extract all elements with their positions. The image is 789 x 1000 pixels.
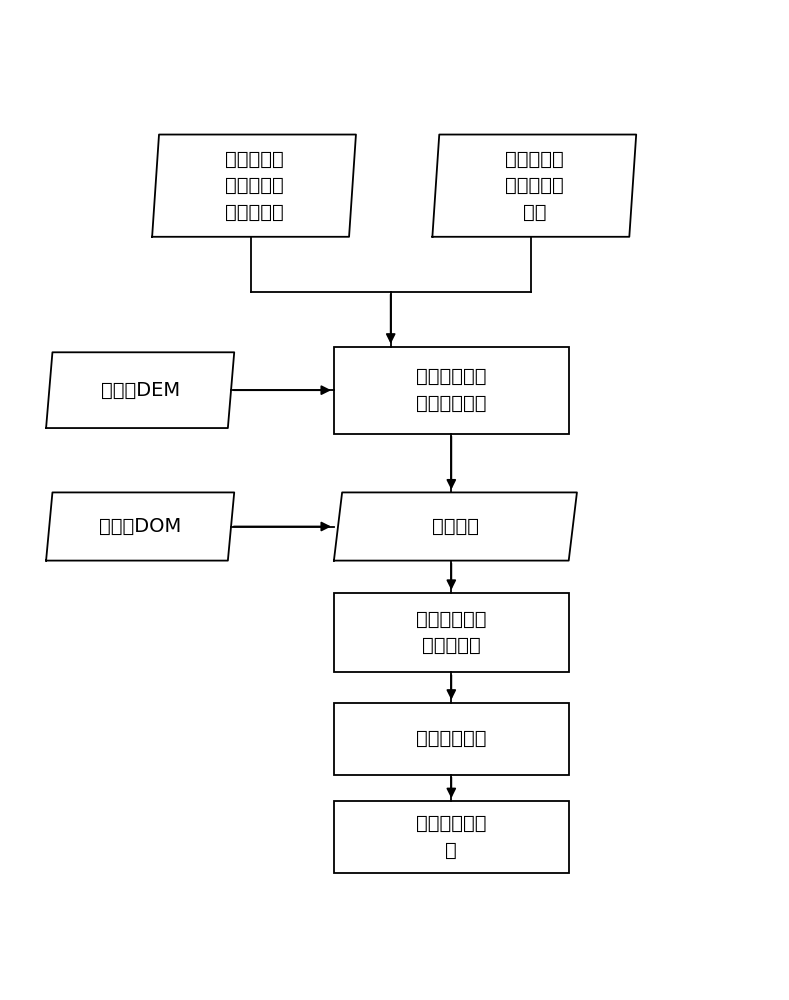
Polygon shape bbox=[334, 492, 577, 561]
Text: 列等间隔配准
获取控制点: 列等间隔配准 获取控制点 bbox=[416, 610, 487, 655]
Text: 高精度DOM: 高精度DOM bbox=[99, 517, 181, 536]
Text: 高精度DEM: 高精度DEM bbox=[100, 381, 180, 400]
Polygon shape bbox=[46, 352, 234, 428]
Bar bbox=[334, 703, 569, 775]
Text: 模拟影像: 模拟影像 bbox=[432, 517, 479, 536]
Polygon shape bbox=[152, 135, 356, 237]
Text: 检校影像几
何模型辅助
数据: 检校影像几 何模型辅助 数据 bbox=[505, 150, 563, 222]
Polygon shape bbox=[46, 492, 234, 561]
Bar bbox=[334, 801, 569, 873]
Text: 模拟影像严密
几何成像模型: 模拟影像严密 几何成像模型 bbox=[416, 367, 487, 413]
Bar bbox=[334, 347, 569, 434]
Text: 解求偏置矩阵: 解求偏置矩阵 bbox=[416, 729, 487, 748]
Bar bbox=[334, 593, 569, 672]
Polygon shape bbox=[432, 135, 636, 237]
Text: 卫星发射前
实验室测量
内方位元素: 卫星发射前 实验室测量 内方位元素 bbox=[225, 150, 283, 222]
Text: 解求探元指向
角: 解求探元指向 角 bbox=[416, 814, 487, 860]
